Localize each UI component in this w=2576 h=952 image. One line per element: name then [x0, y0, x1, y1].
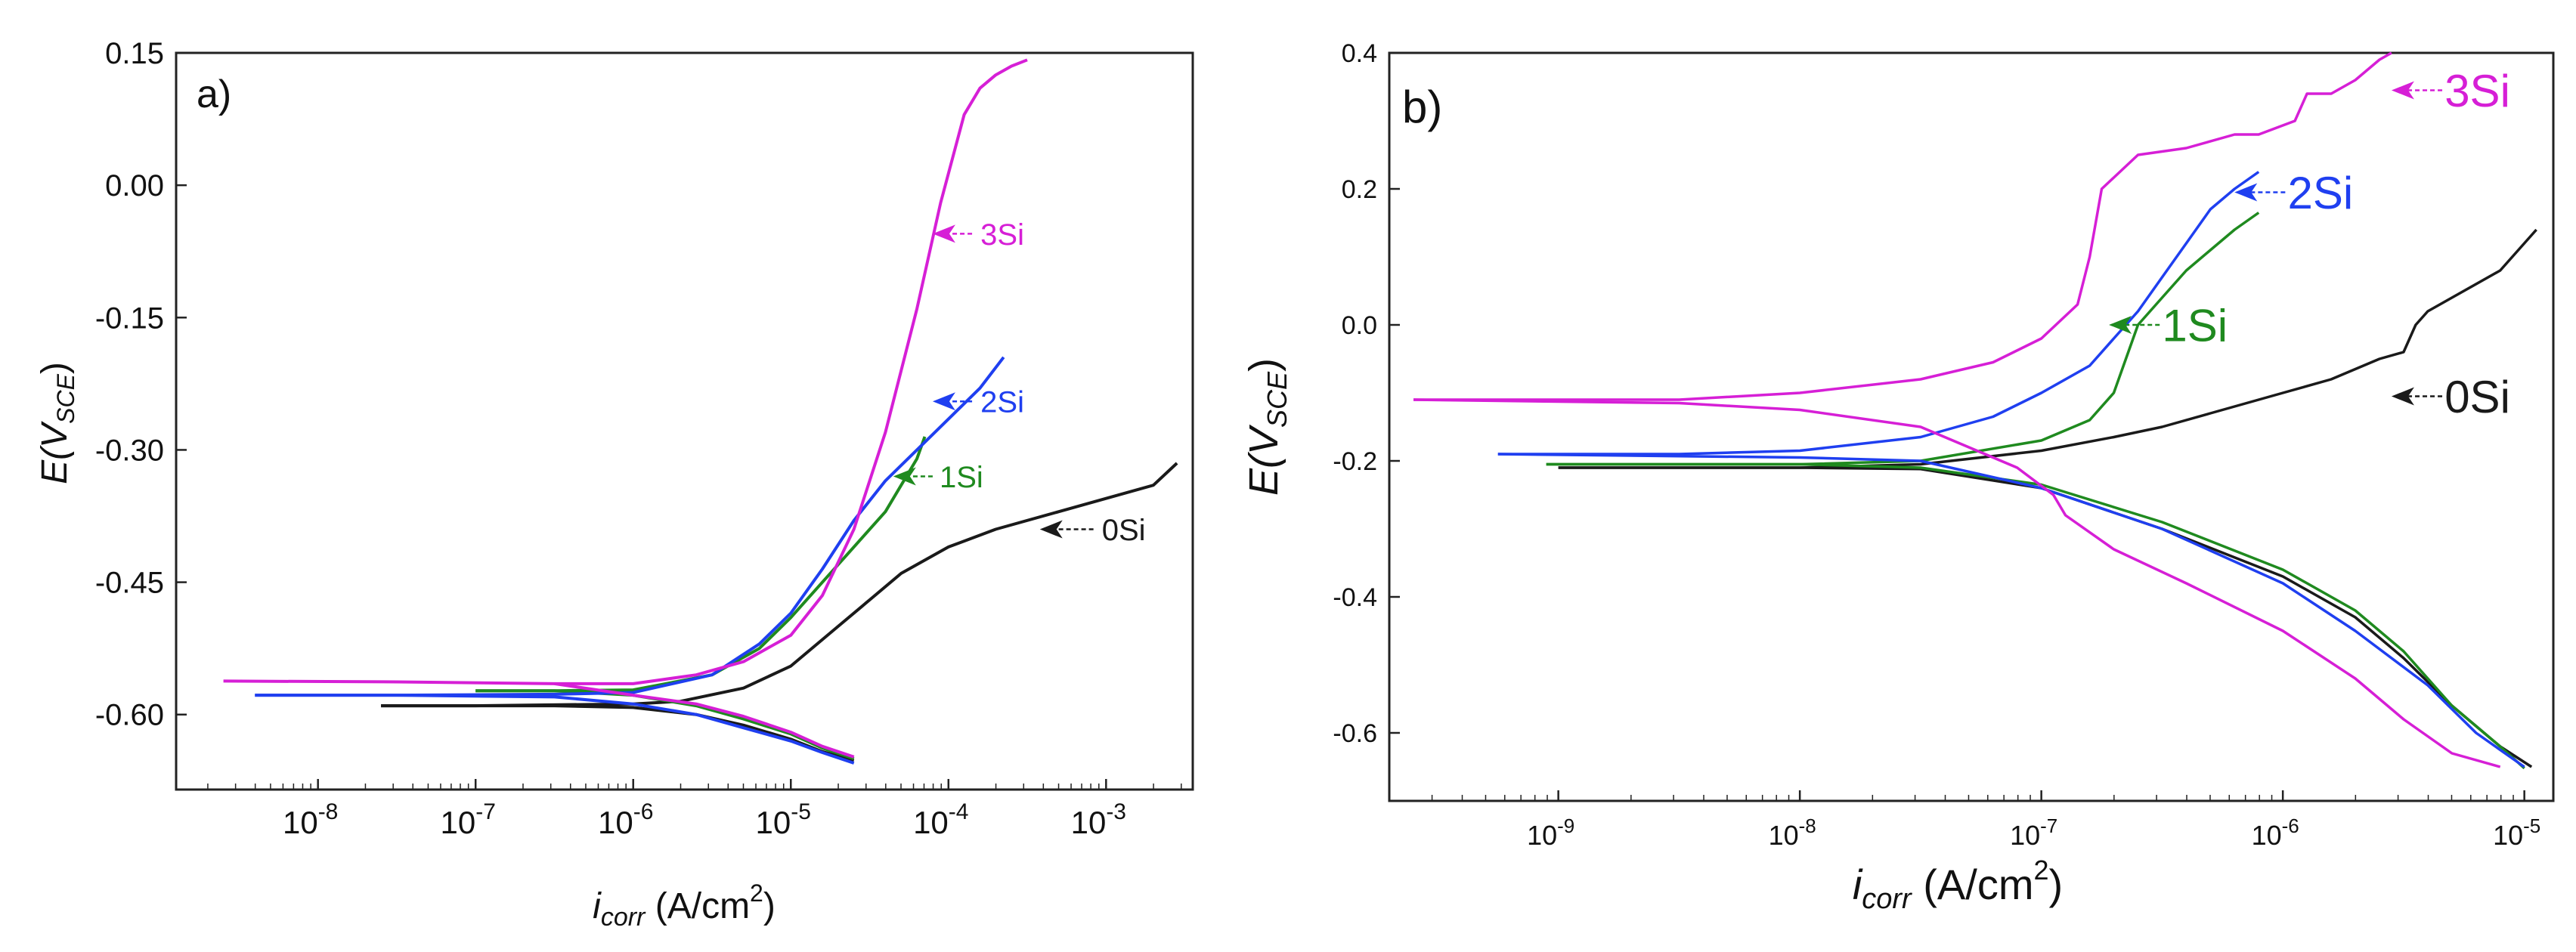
series-1Si-label: 1Si [940, 461, 983, 494]
panel-b-plot-frame [1388, 51, 2555, 802]
panel-a-plot-frame [175, 51, 1194, 791]
series-2Si-label: 2Si [980, 386, 1024, 419]
x-tick-label: 10-7 [2010, 814, 2057, 851]
panel-a-chart: a) 10-8 10-7 10-6 10-5 10-4 10-3 0.15 0.00 -0.1… [35, 37, 1194, 932]
series-2Si-arrow-head [2234, 183, 2258, 202]
series-3Si-label: 3Si [980, 218, 1024, 252]
y-tick-label: 0.00 [105, 169, 164, 202]
series-1Si-label: 1Si [2162, 301, 2228, 351]
x-tick-label: 10-5 [2493, 814, 2540, 851]
panel-a-label: a) [197, 73, 231, 116]
y-tick-label: -0.4 [1333, 583, 1377, 612]
x-tick-label: 10-4 [913, 799, 968, 840]
panel-a-x-ticks: 10-8 10-7 10-6 10-5 10-4 10-3 [207, 779, 1182, 840]
series-3Si-cathodic-line [554, 682, 855, 759]
y-tick-label: 0.2 [1342, 175, 1377, 204]
series-2Si-arrow-head [932, 392, 955, 411]
series-0Si-label: 0Si [1102, 514, 1146, 547]
series-0Si-label: 0Si [2444, 372, 2510, 422]
x-tick-label: 10-9 [1527, 814, 1574, 851]
y-tick-label: -0.6 [1333, 719, 1377, 748]
panel-b-x-axis-label: icorr (A/cm2) [1853, 855, 2063, 915]
x-tick-label: 10-8 [283, 799, 338, 840]
series-3Si-label: 3Si [2444, 66, 2510, 116]
x-tick-label: 10-7 [440, 799, 495, 840]
panel-b-y-axis-label: E(VSCE) [1241, 358, 1293, 496]
x-tick-label: 10-6 [598, 799, 653, 840]
x-tick-label: 10-6 [2252, 814, 2299, 851]
panel-b-x-ticks: 10-9 10-8 10-7 10-6 10-5 [1389, 790, 2540, 851]
y-tick-label: 0.15 [105, 37, 164, 70]
y-tick-label: -0.60 [95, 699, 164, 732]
panel-a-curves [223, 58, 1178, 765]
series-1Si-arrow-head [2109, 316, 2132, 334]
y-tick-label: 0.4 [1342, 39, 1377, 68]
panel-b-label: b) [1402, 82, 1442, 132]
series-2Si-anodic-line [1497, 171, 2260, 456]
panel-a-x-axis-label: icorr (A/cm2) [593, 879, 776, 932]
y-tick-label: -0.45 [95, 567, 164, 600]
y-tick-label: -0.15 [95, 301, 164, 335]
series-2Si-cathodic-line [255, 694, 855, 765]
series-3Si-arrow-head [932, 224, 955, 243]
series-1Si-arrow-head [893, 467, 916, 486]
panel-b-chart: b) 10-9 10-8 10-7 10-6 10-5 0.4 0.2 0.0 -0.2 -0.… [1241, 39, 2555, 915]
series-3Si-arrow-head [2391, 81, 2414, 100]
series-3Si-anodic-line [1413, 51, 2392, 401]
x-tick-label: 10-3 [1071, 799, 1126, 840]
x-tick-label: 10-8 [1769, 814, 1816, 851]
series-2Si-label: 2Si [2288, 168, 2354, 218]
y-tick-label: -0.2 [1333, 447, 1377, 476]
y-tick-label: -0.30 [95, 434, 164, 467]
series-3Si-anodic-line [223, 58, 1028, 685]
y-tick-label: 0.0 [1342, 311, 1377, 340]
series-0Si-arrow-head [1039, 520, 1063, 539]
series-2Si-anodic-line [255, 356, 1005, 697]
panel-b-y-ticks: 0.4 0.2 0.0 -0.2 -0.4 -0.6 [1333, 39, 1400, 748]
series-0Si-anodic-line [1558, 228, 2537, 469]
series-2Si-cathodic-line [1497, 453, 2525, 768]
series-0Si-anodic-line [381, 462, 1178, 708]
panel-a-annotations: 0Si 1Si 2Si 3Si [893, 218, 1146, 547]
series-0Si-arrow-head [2391, 387, 2414, 406]
series-1Si-cathodic-line [475, 689, 855, 760]
series-3Si-cathodic-line [1413, 398, 2501, 768]
panel-b-curves [1413, 51, 2537, 770]
x-tick-label: 10-5 [756, 799, 811, 840]
panel-b-annotations: 0Si 1Si 2Si 3Si [2109, 66, 2510, 422]
panel-a-y-axis-label: E(VSCE) [35, 362, 79, 484]
series-1Si-cathodic-line [1546, 462, 2525, 770]
panel-a-y-ticks: 0.15 0.00 -0.15 -0.30 -0.45 -0.60 [95, 37, 187, 732]
